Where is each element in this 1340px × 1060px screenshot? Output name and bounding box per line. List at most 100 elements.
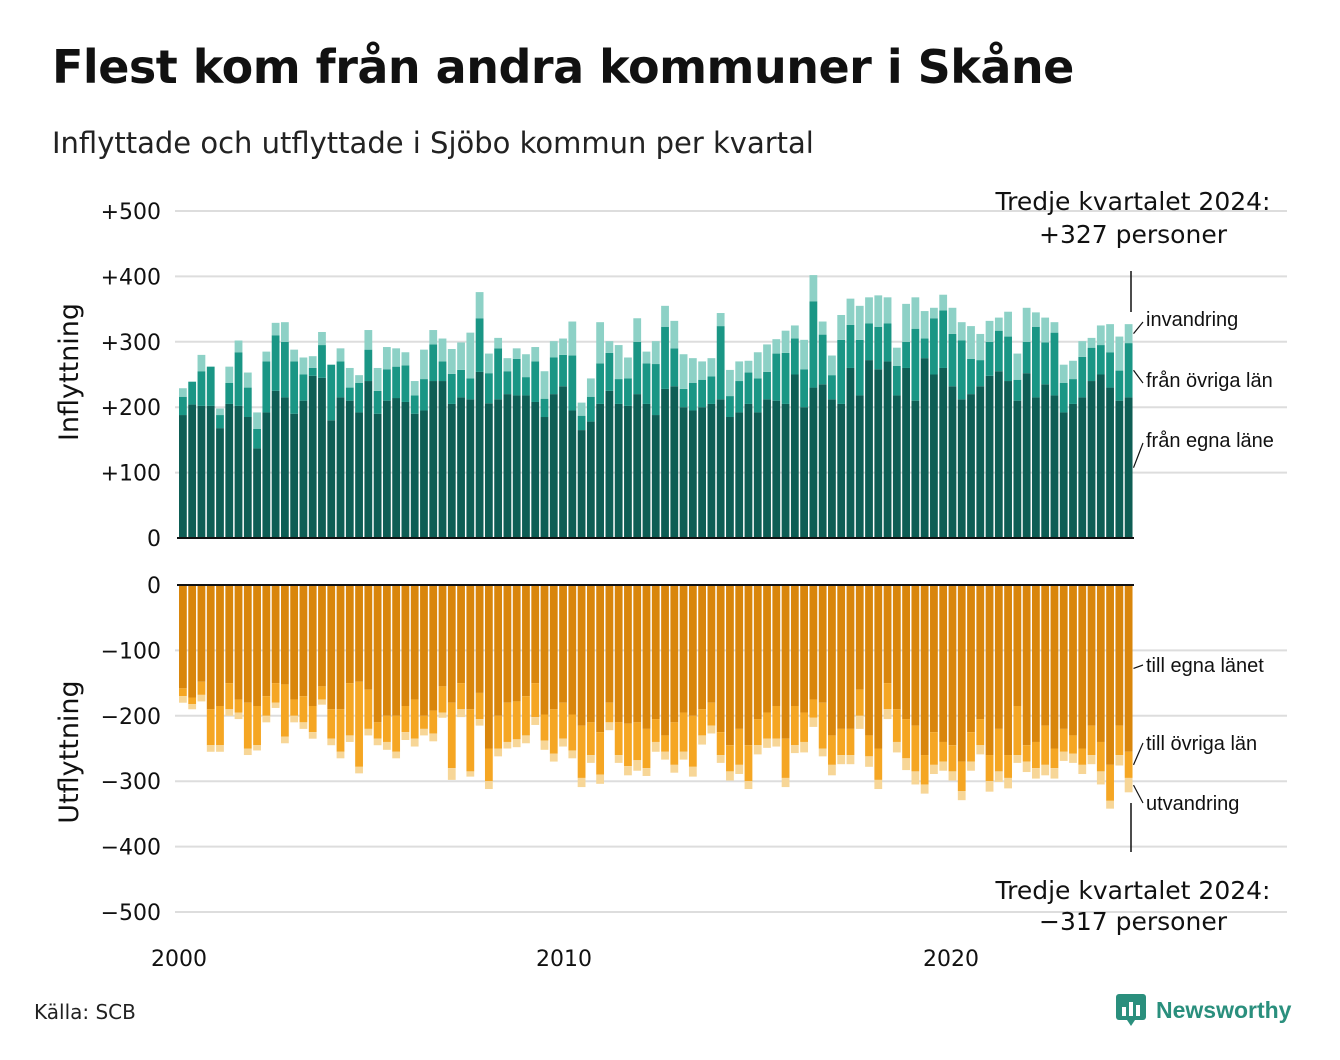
y-tick-label-in: +300 — [101, 331, 161, 356]
bar-in-immigration — [1087, 337, 1096, 348]
bar-in-immigration — [494, 337, 503, 349]
bar-out-own-county — [855, 585, 864, 690]
y-tick-label-in: +200 — [101, 396, 161, 421]
bar-out-other-counties — [327, 709, 336, 739]
bar-out-own-county — [633, 585, 642, 723]
bar-in-own-county — [809, 387, 818, 538]
bar-in-immigration — [1106, 324, 1114, 353]
bar-out-own-county — [744, 585, 753, 746]
bar-in-own-county — [948, 386, 957, 538]
bar-out-other-counties — [1124, 751, 1133, 778]
bar-in-own-county — [1078, 397, 1087, 538]
bar-in-other-counties — [735, 381, 744, 413]
bar-out-other-counties — [800, 712, 808, 742]
bar-in-other-counties — [763, 371, 771, 400]
bar-out-other-counties — [299, 696, 308, 723]
bar-in-immigration — [1059, 364, 1068, 383]
bar-in-immigration — [308, 356, 317, 368]
bar-out-emigration — [549, 753, 558, 762]
bar-out-other-counties — [540, 714, 549, 741]
bar-out-emigration — [308, 732, 317, 739]
bar-in-own-county — [781, 403, 790, 538]
bar-out-own-county — [373, 585, 382, 723]
series-label-connector — [1133, 664, 1144, 669]
source-note: Källa: SCB — [34, 1000, 136, 1024]
bar-out-other-counties — [976, 719, 985, 746]
bar-in-other-counties — [179, 396, 187, 416]
bar-in-other-counties — [967, 358, 975, 395]
bar-out-emigration — [809, 717, 818, 727]
bar-in-immigration — [707, 358, 716, 377]
bar-in-own-county — [410, 413, 419, 538]
bar-in-immigration — [457, 342, 465, 370]
bar-in-other-counties — [225, 383, 234, 404]
bar-in-own-county — [179, 415, 187, 538]
bar-out-other-counties — [549, 709, 558, 754]
bar-out-other-counties — [373, 722, 382, 739]
bar-out-emigration — [642, 768, 651, 776]
bar-out-other-counties — [874, 748, 883, 780]
bar-in-other-counties — [716, 326, 725, 400]
bar-out-own-county — [290, 585, 299, 700]
bar-in-own-county — [1013, 400, 1022, 538]
bar-in-other-counties — [985, 341, 994, 376]
bar-out-own-county — [355, 585, 363, 682]
bar-out-own-county — [790, 585, 799, 706]
bar-out-emigration — [605, 722, 614, 731]
series-label-in: från egna läne — [1146, 430, 1274, 452]
bar-out-own-county — [188, 585, 197, 698]
bar-out-own-county — [642, 585, 651, 729]
bar-in-immigration — [994, 317, 1003, 331]
bar-in-other-counties — [243, 387, 252, 418]
bar-in-own-county — [197, 405, 206, 538]
bar-out-emigration — [633, 760, 642, 771]
bar-in-immigration — [920, 311, 929, 339]
bar-out-own-county — [586, 585, 595, 723]
bar-out-emigration — [1041, 764, 1050, 776]
bar-in-own-county — [707, 403, 716, 538]
bar-out-other-counties — [1115, 725, 1124, 756]
bar-out-own-county — [299, 585, 308, 697]
bar-in-own-county — [994, 371, 1003, 538]
bar-out-other-counties — [781, 738, 790, 778]
bar-out-emigration — [586, 755, 595, 763]
newsworthy-brand[interactable]: Newsworthy — [1116, 994, 1291, 1026]
bar-out-other-counties — [865, 735, 873, 757]
bar-out-emigration — [957, 791, 966, 801]
y-tick-label-in: 0 — [147, 527, 161, 552]
bar-in-other-counties — [503, 371, 512, 395]
axes — [177, 537, 1134, 586]
bar-out-own-county — [410, 585, 419, 700]
bar-in-own-county — [800, 407, 808, 538]
bar-in-other-counties — [753, 378, 762, 413]
bar-in-other-counties — [837, 339, 846, 404]
bar-out-own-county — [429, 585, 438, 711]
bar-in-own-county — [892, 395, 901, 538]
bar-out-emigration — [188, 704, 197, 710]
bar-in-other-counties — [355, 383, 363, 413]
bar-out-own-county — [753, 585, 762, 720]
bar-in-own-county — [290, 413, 299, 538]
bar-in-own-county — [494, 399, 503, 538]
annotation-in-line1: Tredje kvartalet 2024: — [995, 187, 1271, 216]
bar-out-own-county — [781, 585, 790, 739]
bar-in-immigration — [355, 375, 363, 383]
bar-in-own-county — [392, 398, 401, 538]
x-tick-label-2000: 2000 — [151, 947, 207, 972]
bar-out-other-counties — [318, 686, 326, 700]
bar-out-own-county — [559, 585, 567, 703]
bar-in-other-counties — [382, 369, 391, 401]
bar-in-other-counties — [846, 324, 855, 368]
bar-in-own-county — [438, 381, 447, 538]
bar-out-own-county — [1069, 585, 1077, 736]
bar-out-own-county — [688, 585, 697, 716]
bar-out-other-counties — [568, 714, 577, 751]
bar-in-own-county — [679, 407, 688, 538]
bar-out-other-counties — [355, 681, 363, 767]
bar-out-emigration — [828, 764, 836, 776]
bar-out-own-county — [577, 585, 586, 726]
bar-in-own-county — [234, 405, 243, 538]
bar-in-immigration — [401, 352, 410, 366]
bar-out-emigration — [262, 715, 271, 723]
